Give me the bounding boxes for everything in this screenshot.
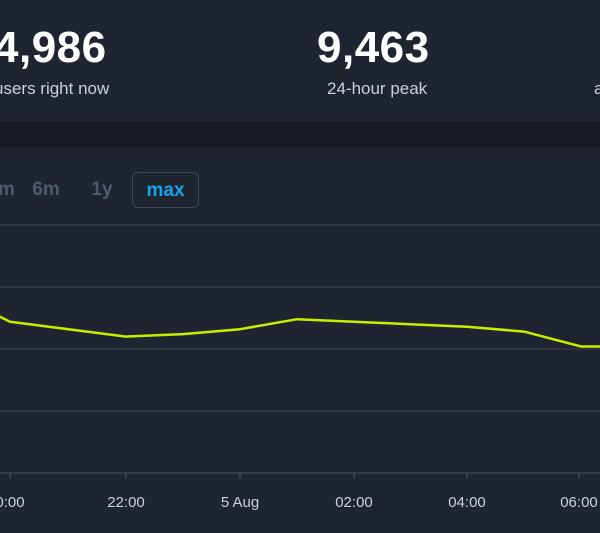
peak-label: 24-hour peak [327,79,428,98]
stats-bar: 4,986 users right now 9,463 24-hour peak… [0,0,600,122]
range-button-m[interactable]: m [0,179,15,200]
chart-panel [0,147,600,533]
peak-value: 9,463 [317,23,430,72]
range-button-6m[interactable]: 6m [32,179,60,200]
x-axis-tick-label: 22:00 [107,494,145,511]
x-axis-tick-label: 5 Aug [221,494,259,511]
range-button-max[interactable]: max [132,172,199,208]
third-stat-label: a [594,79,600,98]
current-users-value: 4,986 [0,23,107,72]
current-users-label: users right now [0,79,110,98]
section-divider [0,122,600,147]
x-axis-tick-label: 02:00 [335,494,373,511]
series-line [0,315,600,348]
x-axis-tick-label: 06:00 [560,494,598,511]
range-button-1y[interactable]: 1y [91,179,113,200]
x-axis-tick-label: 04:00 [448,494,486,511]
x-axis-tick-label: 0:00 [0,494,25,511]
